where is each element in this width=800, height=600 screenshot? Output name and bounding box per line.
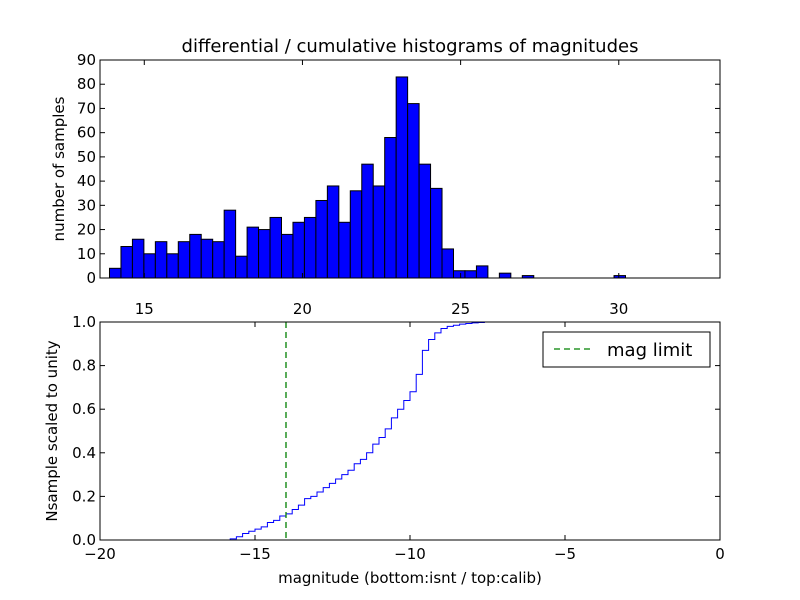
cumulative-series-line	[100, 321, 720, 541]
histogram-bar	[235, 255, 248, 279]
histogram-bar	[166, 253, 179, 279]
cumulative-x-tick-label: 0	[715, 545, 725, 563]
cumulative-axes-frame	[99, 321, 721, 541]
histogram-y-tick-label: 90	[77, 51, 96, 69]
histogram-y-tick-label: 10	[77, 245, 96, 263]
cumulative-x-tick-label: −15	[239, 545, 271, 563]
histogram-bar	[223, 209, 237, 279]
cumulative-y-tick-label: 0.2	[72, 487, 96, 505]
histogram-bar	[338, 221, 351, 279]
histogram-y-tick-label: 30	[77, 196, 96, 214]
histogram-axes-frame	[99, 59, 721, 279]
histogram-x-tick-label: 15	[135, 300, 154, 318]
histogram-y-tick-label: 80	[77, 75, 96, 93]
histogram-bar	[349, 190, 363, 279]
cumulative-x-tick-label: −5	[554, 545, 576, 563]
histogram-bar	[108, 267, 122, 279]
histogram-bar	[189, 233, 202, 279]
histogram-bar	[441, 248, 454, 279]
histogram-bar	[475, 265, 489, 279]
histogram-y-tick-label: 70	[77, 99, 96, 117]
histogram-bar	[407, 103, 420, 279]
histogram-y-tick-label: 40	[77, 172, 96, 190]
histogram-y-tick-label: 0	[86, 269, 96, 287]
cumulative-y-tick-label: 0.8	[72, 357, 96, 375]
legend: mag limit	[542, 331, 711, 368]
cumulative-panel: 0.0 0.2 0.4 0.6 0.8 1.0 −20 −15 −10 −5 0 mag limit…	[43, 313, 725, 587]
legend-entry-mag-limit: mag limit	[607, 340, 692, 361]
legend-box	[542, 331, 711, 368]
cumulative-x-tick-label: −20	[84, 545, 116, 563]
chart-title: differential / cumulative histograms of …	[182, 36, 639, 57]
cumulative-y-tick-label: 0.0	[72, 531, 96, 549]
histogram-x-tick-label: 30	[609, 300, 628, 318]
histogram-bar	[143, 253, 156, 279]
histogram-y-tick-label: 20	[77, 221, 96, 239]
histogram-bar	[326, 185, 340, 279]
histogram-bar	[395, 76, 409, 279]
histogram-bar	[430, 187, 443, 279]
histogram-bar	[177, 241, 191, 279]
histogram-bar	[498, 272, 512, 279]
histogram-bar	[200, 238, 214, 279]
histogram-bar	[246, 226, 260, 279]
histogram-bar	[154, 241, 168, 279]
cumulative-y-tick-label: 0.6	[72, 400, 96, 418]
histogram-bar	[258, 229, 271, 279]
histogram-panel: differential / cumulative histograms of …	[50, 36, 721, 318]
cumulative-x-axis-label: magnitude (bottom:isnt / top:calib)	[278, 569, 542, 587]
histogram-ticks: 0 10 20 30 40 50 60 70 80 90 15 20 25 30	[77, 51, 720, 318]
histogram-bar	[384, 137, 397, 279]
histogram-bar	[361, 163, 374, 279]
histogram-bar	[292, 221, 305, 279]
histogram-bar	[280, 233, 294, 279]
histogram-y-tick-label: 60	[77, 124, 96, 142]
cumulative-y-tick-label: 0.4	[72, 444, 96, 462]
cumulative-y-tick-label: 1.0	[72, 313, 96, 331]
histogram-bar	[315, 199, 328, 279]
cumulative-x-tick-label: −10	[394, 545, 426, 563]
histogram-bar	[452, 270, 466, 279]
histogram-bar	[212, 241, 225, 279]
histogram-bar	[303, 216, 317, 279]
cumulative-y-axis-label: Nsample scaled to unity	[43, 340, 61, 521]
histogram-y-axis-label: number of samples	[50, 96, 68, 241]
histogram-bar	[372, 185, 386, 279]
histogram-bar	[464, 270, 477, 279]
histogram-y-tick-label: 50	[77, 148, 96, 166]
histogram-bar	[418, 163, 432, 279]
histogram-bar	[120, 246, 133, 279]
histogram-bar	[269, 216, 282, 279]
histogram-x-tick-label: 20	[293, 300, 312, 318]
histogram-x-tick-label: 25	[451, 300, 470, 318]
histogram-bar	[131, 238, 145, 279]
